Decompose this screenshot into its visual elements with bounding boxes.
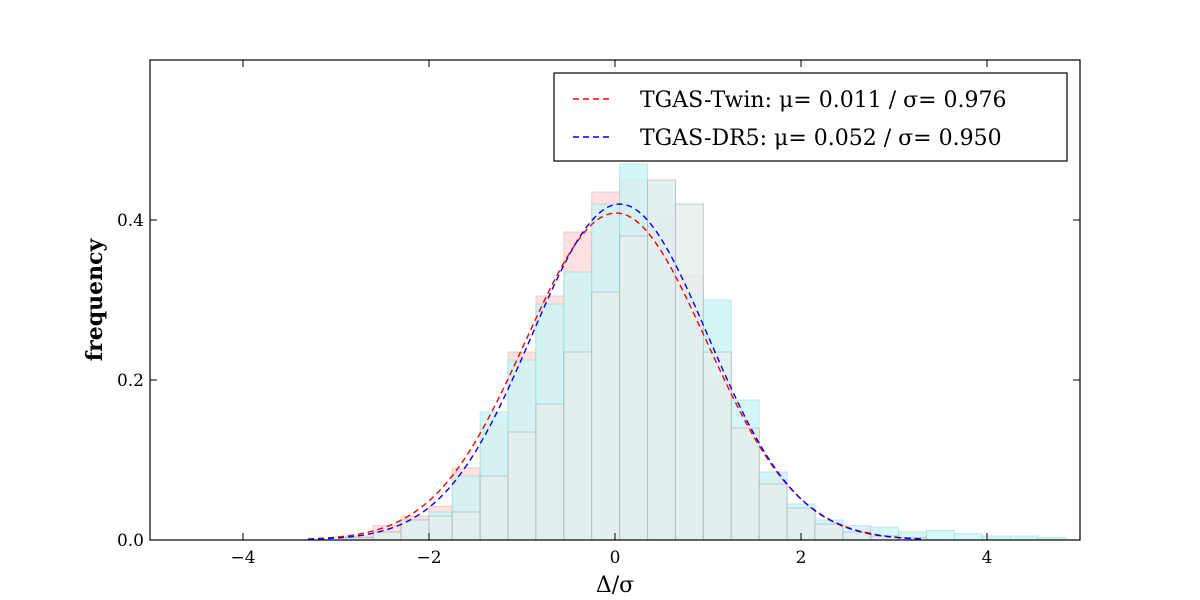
y-axis-label: frequency [82, 237, 108, 361]
dr5-bar [953, 533, 983, 541]
overlap-bar [730, 427, 760, 541]
y-tick-label: 0.2 [117, 371, 144, 391]
overlap-bar [451, 511, 481, 541]
y-tick-label: 0.0 [117, 531, 144, 551]
dr5-gaussian-curve [308, 203, 922, 541]
overlap-bar [400, 519, 430, 541]
overlap-bar [674, 203, 704, 541]
twin-gaussian-curve [308, 212, 922, 540]
x-tick-label: −4 [230, 548, 255, 568]
overlap-bar [428, 515, 453, 541]
overlap-histogram-bars [344, 179, 928, 541]
x-axis-ticks: −4 −2 0 2 4 [230, 60, 992, 568]
overlap-bar [479, 475, 509, 541]
dr5-bar [926, 529, 955, 541]
legend-label-dr5: TGAS-DR5: μ= 0.052 / σ= 0.950 [640, 126, 1002, 151]
x-axis-label: Δ/σ [596, 573, 634, 598]
x-tick-label: −2 [416, 548, 441, 568]
overlap-bar [372, 531, 402, 541]
overlap-bar [647, 179, 676, 541]
legend: TGAS-Twin: μ= 0.011 / σ= 0.976 TGAS-DR5:… [553, 72, 1068, 162]
overlap-bar [535, 403, 565, 541]
overlap-bar [507, 431, 537, 541]
overlap-bar [758, 483, 788, 541]
x-tick-label: 4 [982, 548, 993, 568]
legend-box [553, 72, 1068, 162]
overlap-bar [563, 351, 593, 541]
y-tick-label: 0.4 [117, 211, 144, 231]
overlap-bar [591, 291, 621, 541]
overlap-bar [619, 235, 649, 541]
x-tick-label: 0 [610, 548, 621, 568]
legend-label-twin: TGAS-Twin: μ= 0.011 / σ= 0.976 [640, 88, 1007, 113]
overlap-bar [814, 523, 844, 541]
y-axis-ticks: 0.0 0.2 0.4 [117, 211, 1080, 551]
x-tick-label: 2 [796, 548, 807, 568]
gaussian-curves [308, 203, 922, 541]
